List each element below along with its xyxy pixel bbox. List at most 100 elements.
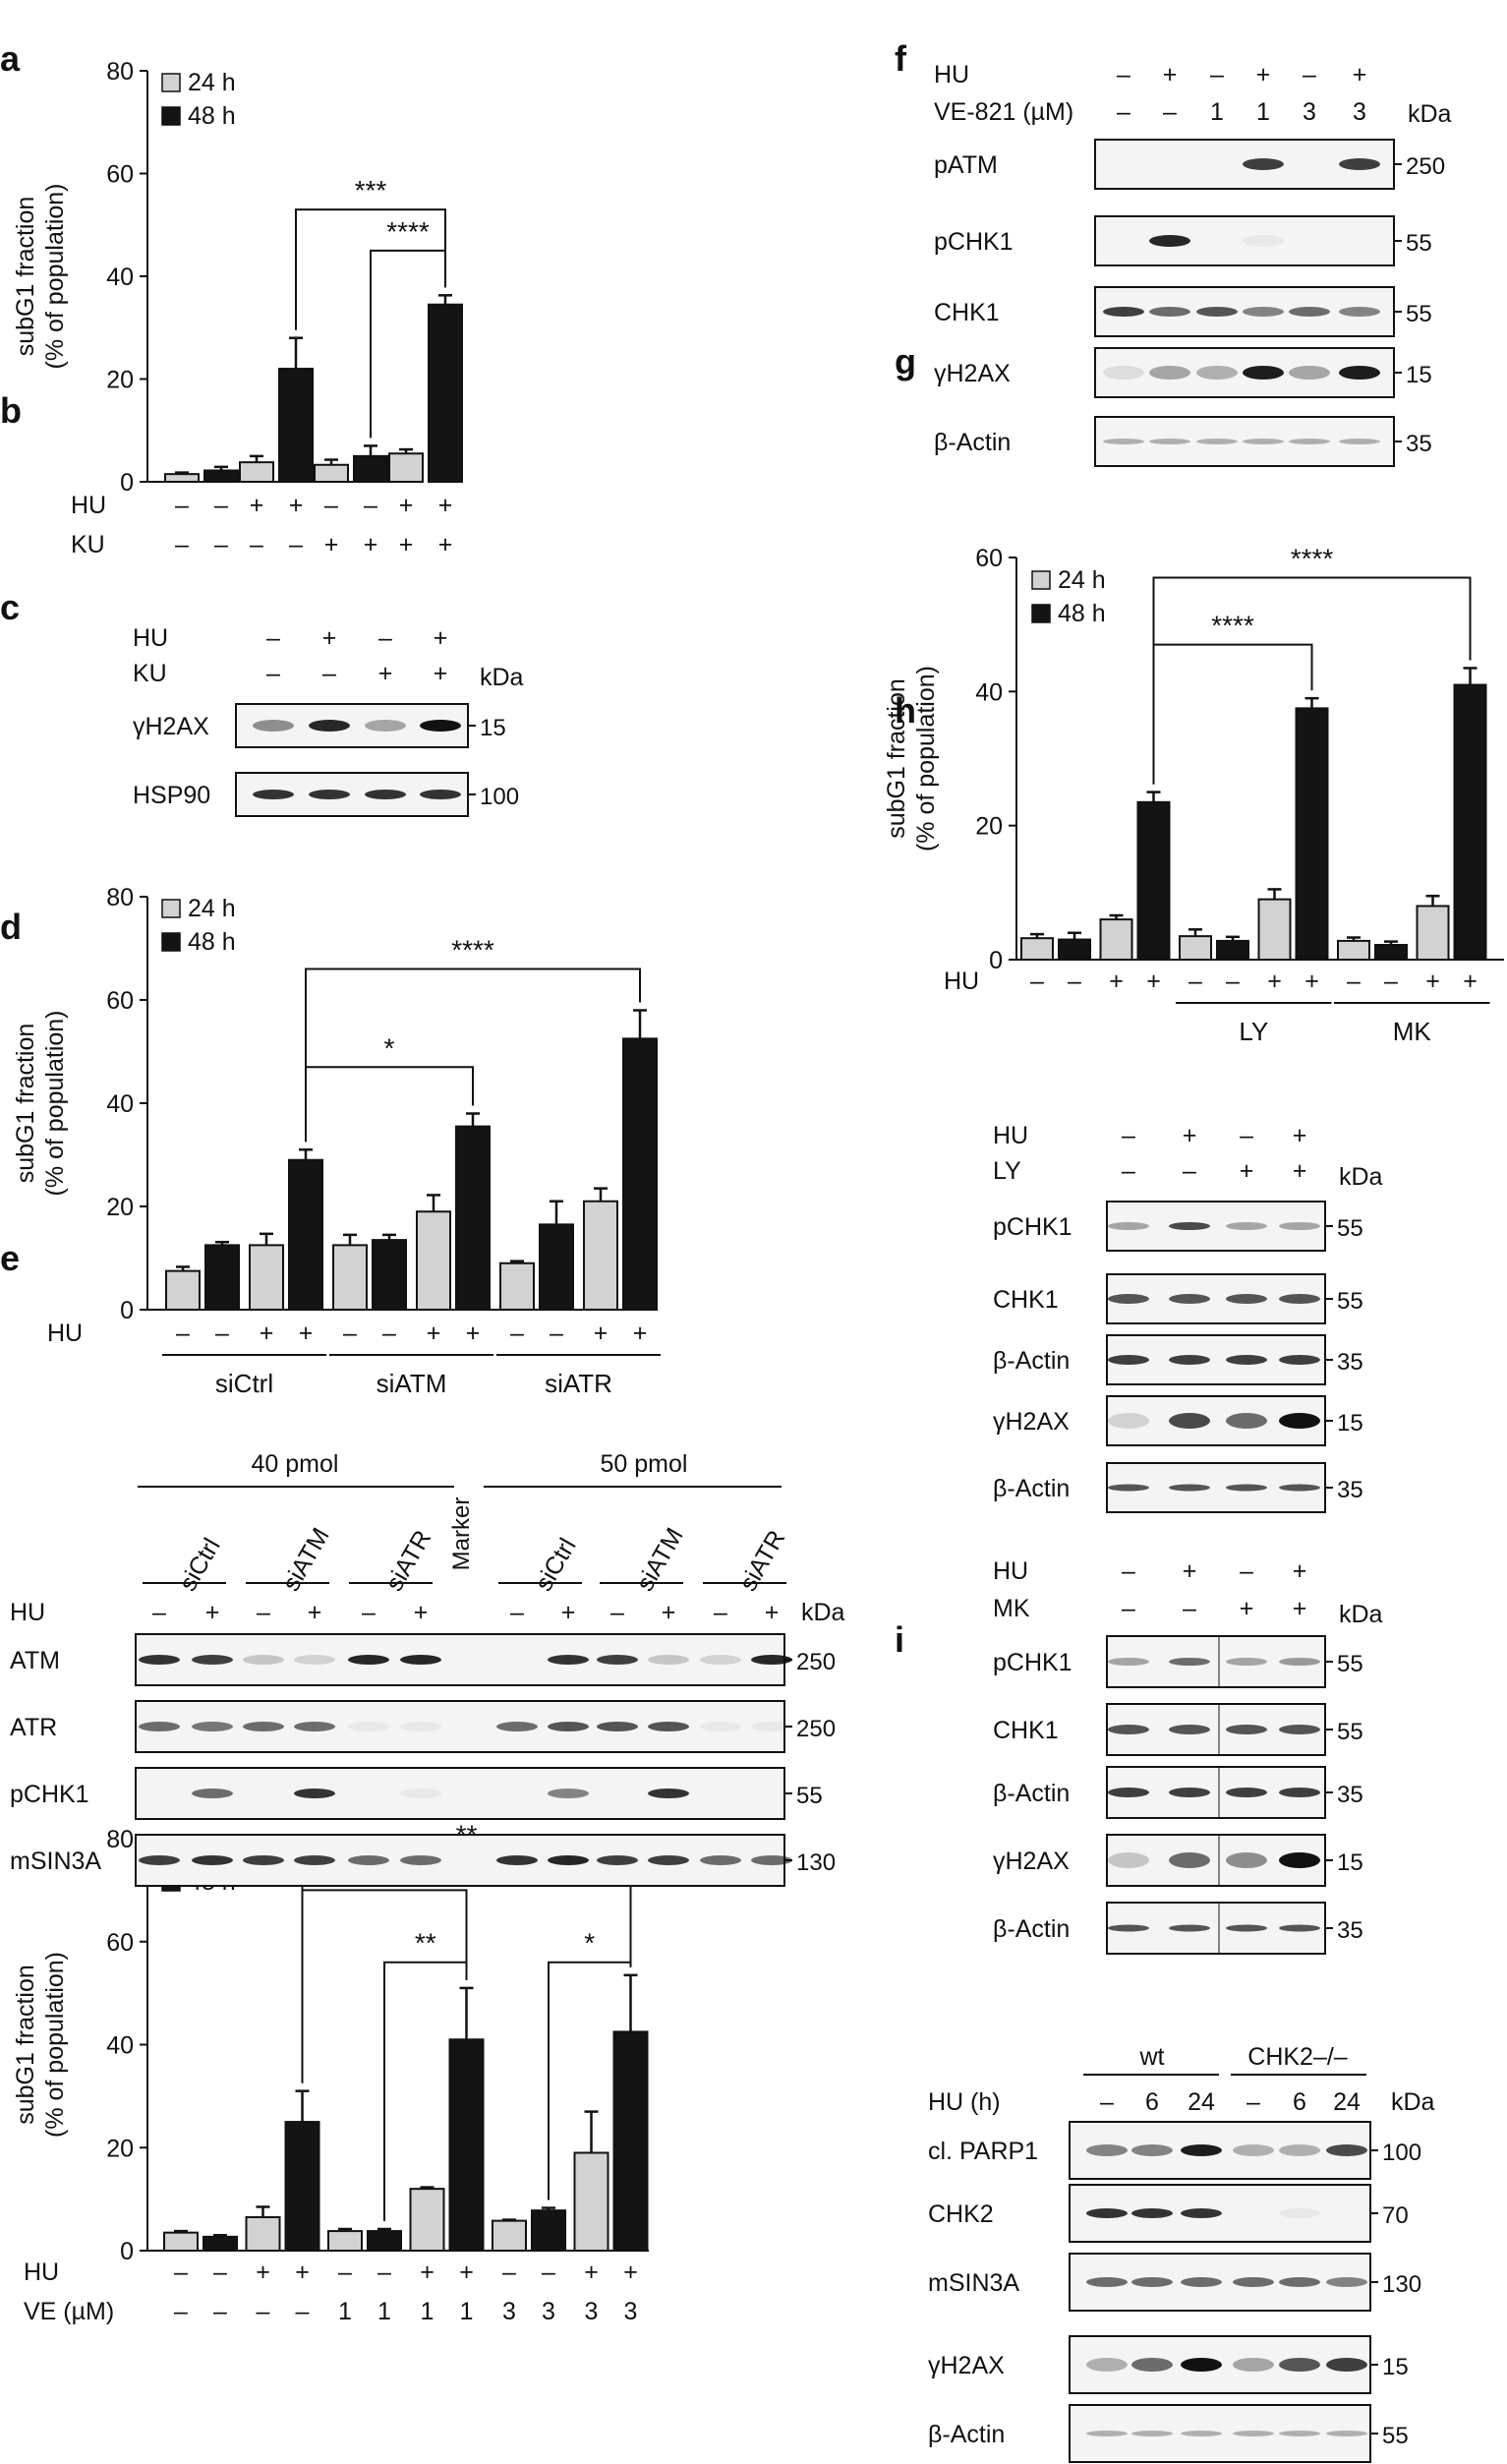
- hu-value: 6: [1145, 2088, 1159, 2116]
- bar-24h: [249, 1244, 284, 1311]
- blot-condition-value: –: [1240, 1122, 1253, 1149]
- blot-strip: [1094, 215, 1395, 266]
- condition-value: –: [377, 2259, 391, 2286]
- panel-label-e: e: [0, 1238, 20, 1278]
- significance-bracket: [1152, 576, 1472, 785]
- blot-band: [139, 1855, 180, 1865]
- blot-band: [1169, 1852, 1210, 1868]
- blot-band: [1226, 1788, 1267, 1797]
- condition-value: –: [175, 531, 189, 558]
- blot-band: [1243, 439, 1284, 444]
- blot-condition-value: –: [1117, 98, 1130, 126]
- group-label: siCtrl: [215, 1369, 273, 1398]
- blot-row: pCHK1 55: [10, 1767, 823, 1820]
- hu-value: –: [610, 1599, 624, 1626]
- blot-band: [139, 1722, 180, 1731]
- condition-value: –: [542, 2259, 555, 2286]
- condition-value: +: [1109, 968, 1124, 995]
- marker-kda: 15: [1382, 2354, 1409, 2380]
- hu-value: 24: [1188, 2088, 1215, 2116]
- condition-value: +: [633, 1320, 648, 1347]
- blot-band: [1279, 1924, 1320, 1932]
- bar-48h: [203, 2235, 238, 2252]
- blot-row: β-Actin 35: [993, 1766, 1363, 1819]
- condition-label: HU: [71, 492, 106, 519]
- blot-band: [1196, 439, 1238, 444]
- blot-row-label: pATM: [934, 151, 998, 179]
- y-tick-label: 60: [106, 987, 134, 1015]
- blot-condition-value: +: [1293, 1157, 1307, 1185]
- blot-row-label: CHK1: [934, 299, 1000, 326]
- blot-row-label: β-Actin: [993, 1347, 1070, 1375]
- blot-condition-label: LY: [993, 1157, 1021, 1185]
- kda-label: kDa: [1339, 1601, 1383, 1628]
- blot-band: [751, 1855, 792, 1865]
- blot-band: [597, 1855, 638, 1865]
- condition-value: 1: [460, 2298, 474, 2325]
- y-tick-label: 40: [975, 678, 1003, 706]
- blot-band: [192, 1655, 233, 1665]
- blot-band: [597, 1722, 638, 1731]
- blot-band: [1226, 1413, 1267, 1429]
- condition-value: –: [343, 1320, 357, 1347]
- si-label: siATR: [380, 1526, 436, 1596]
- significance-label: ***: [355, 175, 387, 205]
- blot-row-label: ATR: [10, 1714, 57, 1741]
- condition-value: +: [420, 2259, 435, 2286]
- blot-band: [700, 1722, 741, 1731]
- condition-value: –: [296, 2298, 310, 2325]
- blot-band: [365, 790, 406, 799]
- blot-condition-value: +: [378, 660, 393, 687]
- significance-label: **: [415, 1928, 436, 1959]
- bar-48h: [1374, 944, 1408, 962]
- blot-row: β-Actin 35: [993, 1902, 1363, 1955]
- blot-band: [1233, 2358, 1274, 2372]
- bar-24h: [1020, 937, 1054, 961]
- condition-value: –: [502, 2259, 516, 2286]
- blot-row-label: γH2AX: [993, 1848, 1070, 1875]
- blot-condition-value: –: [1183, 1595, 1196, 1622]
- condition-value: –: [174, 2259, 188, 2286]
- hu-value: 24: [1333, 2088, 1361, 2116]
- blot-band: [1149, 439, 1190, 444]
- y-tick-label: 60: [106, 161, 134, 189]
- blot-band: [1226, 1355, 1267, 1365]
- blot-row-label: pCHK1: [934, 228, 1014, 256]
- y-axis-label: subG1 fraction: [12, 197, 39, 357]
- y-tick-label: 20: [106, 367, 134, 394]
- condition-value: +: [256, 2259, 270, 2286]
- marker-kda: 250: [796, 1649, 836, 1675]
- bar-24h: [1099, 918, 1133, 961]
- kda-label: kDa: [480, 664, 524, 691]
- condition-value: –: [324, 492, 338, 519]
- blot-band: [1226, 1294, 1267, 1304]
- marker-kda: 55: [1337, 1651, 1363, 1677]
- blot-band: [1086, 2358, 1128, 2372]
- hu-value: 6: [1293, 2088, 1306, 2116]
- bar-48h: [1295, 707, 1329, 961]
- blot-band: [400, 1722, 441, 1731]
- blot-condition-label: HU: [934, 61, 969, 88]
- condition-value: 3: [624, 2298, 638, 2325]
- blot-row: γH2AX 15: [993, 1834, 1363, 1887]
- marker-kda: 35: [1337, 1917, 1363, 1944]
- blot-band: [243, 1722, 284, 1731]
- blot-condition-value: –: [1122, 1157, 1135, 1185]
- legend-swatch: [161, 899, 181, 918]
- bar-48h: [539, 1223, 574, 1311]
- blot-condition-value: –: [1183, 1157, 1196, 1185]
- blot-band: [253, 790, 294, 799]
- blot-condition-value: –: [1122, 1122, 1135, 1149]
- bar-24h: [245, 2215, 281, 2253]
- significance-label: ****: [386, 216, 430, 247]
- hu-value: –: [1246, 2088, 1260, 2116]
- blot-condition-label: HU: [133, 624, 168, 652]
- marker-kda: 55: [796, 1783, 823, 1809]
- blot-band: [1181, 2144, 1222, 2156]
- legend-label: 48 h: [188, 928, 236, 956]
- blot-row: γH2AX 15: [133, 703, 506, 748]
- blot-band: [1181, 2358, 1222, 2372]
- blot-row: CHK1 55: [993, 1703, 1363, 1756]
- marker-kda: 55: [1406, 230, 1432, 257]
- group-label: siATM: [377, 1369, 447, 1398]
